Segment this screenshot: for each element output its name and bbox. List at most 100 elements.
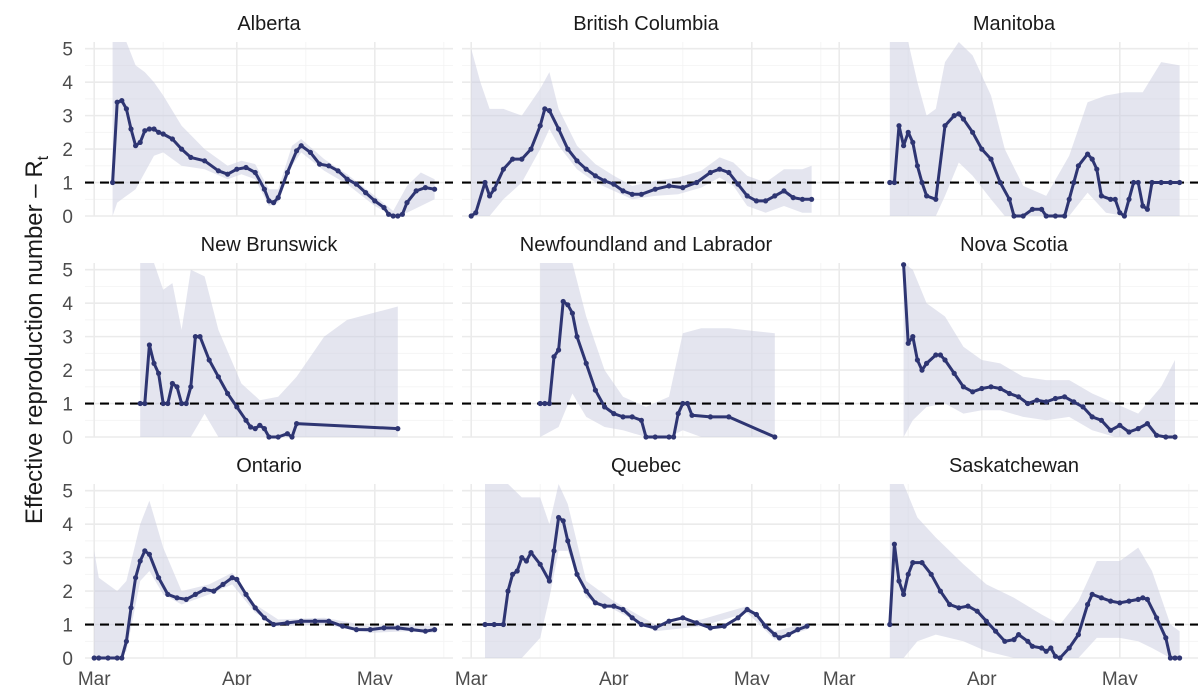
data-point bbox=[887, 621, 893, 628]
data-point bbox=[565, 538, 571, 544]
data-point bbox=[422, 185, 428, 191]
data-point bbox=[629, 414, 635, 420]
y-tick-label: 1 bbox=[62, 616, 73, 637]
data-point bbox=[638, 621, 645, 628]
y-tick-label: 2 bbox=[62, 582, 73, 603]
data-point bbox=[160, 400, 166, 407]
data-point bbox=[592, 173, 599, 179]
data-point bbox=[275, 434, 281, 440]
data-point bbox=[225, 171, 231, 177]
data-point bbox=[1163, 434, 1169, 440]
data-point bbox=[1029, 643, 1035, 649]
data-point bbox=[556, 126, 562, 132]
data-point bbox=[386, 211, 392, 217]
panel-nova-scotia: Nova Scotia bbox=[830, 234, 1198, 440]
data-point bbox=[215, 374, 221, 380]
data-point bbox=[602, 178, 608, 184]
confidence-ribbon bbox=[903, 263, 1175, 437]
data-point bbox=[142, 128, 148, 134]
data-point bbox=[680, 400, 686, 407]
data-point bbox=[528, 550, 534, 556]
y-axis-title-main: Effective reproduction number – R bbox=[21, 160, 48, 524]
data-point bbox=[620, 188, 626, 194]
data-point bbox=[537, 123, 543, 129]
confidence-ribbon bbox=[94, 500, 435, 658]
x-tick-label: Apr bbox=[222, 669, 252, 685]
data-point bbox=[1172, 434, 1178, 440]
data-point bbox=[413, 188, 419, 194]
data-point bbox=[1016, 632, 1022, 638]
data-point bbox=[542, 400, 548, 407]
data-point bbox=[983, 618, 990, 624]
panel-title: Quebec bbox=[611, 455, 681, 477]
data-point bbox=[891, 179, 898, 186]
data-point bbox=[500, 166, 506, 172]
confidence-ribbon bbox=[889, 484, 1180, 658]
data-point bbox=[1057, 655, 1063, 661]
data-point bbox=[1154, 615, 1160, 621]
data-point bbox=[1167, 179, 1173, 186]
data-point bbox=[482, 179, 488, 186]
data-point bbox=[271, 200, 277, 206]
data-point bbox=[1025, 638, 1031, 644]
data-point bbox=[795, 627, 801, 633]
data-point bbox=[215, 168, 221, 174]
data-point bbox=[404, 200, 410, 206]
data-point bbox=[1085, 151, 1091, 157]
data-point bbox=[1158, 179, 1164, 186]
data-point bbox=[1144, 596, 1150, 603]
data-point bbox=[294, 148, 300, 154]
data-point bbox=[1112, 196, 1118, 202]
data-point bbox=[684, 400, 691, 407]
data-point bbox=[1089, 591, 1095, 598]
data-point bbox=[551, 354, 557, 360]
data-point bbox=[119, 98, 125, 104]
data-point bbox=[546, 578, 553, 584]
data-point bbox=[271, 621, 277, 628]
data-point bbox=[156, 575, 162, 581]
data-point bbox=[298, 618, 304, 624]
data-point bbox=[556, 347, 562, 353]
data-point bbox=[717, 166, 723, 172]
data-point bbox=[156, 129, 162, 135]
data-point bbox=[965, 603, 971, 609]
data-point bbox=[611, 181, 617, 187]
data-point bbox=[1085, 601, 1091, 608]
y-tick-label: 3 bbox=[62, 328, 73, 349]
data-point bbox=[1126, 429, 1132, 435]
data-point bbox=[1154, 432, 1160, 438]
data-point bbox=[252, 426, 258, 432]
y-tick-label: 2 bbox=[62, 140, 73, 161]
data-point bbox=[133, 143, 139, 149]
data-point bbox=[951, 370, 957, 376]
data-point bbox=[735, 615, 741, 621]
data-point bbox=[565, 146, 571, 152]
data-point bbox=[546, 108, 553, 114]
data-point bbox=[901, 591, 907, 598]
y-tick-label: 1 bbox=[62, 174, 73, 195]
data-point bbox=[243, 417, 249, 423]
data-point bbox=[202, 158, 208, 164]
data-point bbox=[96, 655, 102, 661]
data-point bbox=[629, 615, 635, 621]
data-point bbox=[487, 193, 493, 199]
data-point bbox=[1117, 210, 1123, 216]
data-point bbox=[1131, 179, 1137, 186]
data-point bbox=[1075, 163, 1081, 169]
data-point bbox=[666, 618, 672, 624]
rt-series-line bbox=[888, 112, 1182, 218]
data-point bbox=[928, 571, 934, 577]
data-point bbox=[629, 191, 635, 197]
data-point bbox=[252, 169, 258, 176]
panel-british-columbia: British Columbia bbox=[462, 13, 830, 219]
data-point bbox=[248, 424, 254, 430]
data-point bbox=[960, 116, 967, 122]
data-point bbox=[574, 334, 580, 340]
data-point bbox=[500, 621, 506, 628]
data-point bbox=[519, 555, 525, 561]
data-point bbox=[261, 186, 267, 192]
data-point bbox=[988, 384, 994, 390]
data-point bbox=[896, 123, 902, 129]
x-tick-label: Mar bbox=[455, 669, 488, 685]
